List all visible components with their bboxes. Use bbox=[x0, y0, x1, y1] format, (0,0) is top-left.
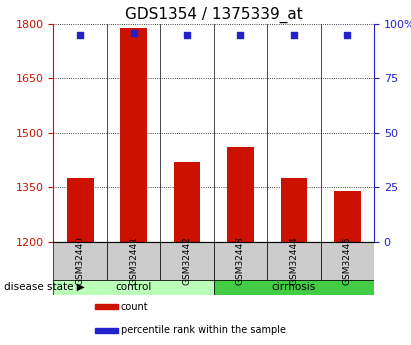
Point bbox=[184, 32, 190, 38]
Point bbox=[237, 32, 244, 38]
Text: GSM32440: GSM32440 bbox=[76, 236, 85, 285]
Bar bbox=[280, 178, 307, 242]
Bar bbox=[267, 241, 321, 280]
Bar bbox=[120, 28, 147, 242]
Bar bbox=[53, 280, 214, 295]
Point bbox=[291, 32, 297, 38]
Bar bbox=[67, 178, 94, 242]
Bar bbox=[174, 162, 201, 241]
Text: GSM32445: GSM32445 bbox=[343, 236, 352, 285]
Bar bbox=[214, 280, 374, 295]
Text: count: count bbox=[121, 302, 148, 312]
Bar bbox=[214, 241, 267, 280]
Text: disease state ▶: disease state ▶ bbox=[4, 282, 85, 292]
Bar bbox=[107, 241, 160, 280]
Text: percentile rank within the sample: percentile rank within the sample bbox=[121, 325, 286, 335]
Bar bbox=[334, 191, 361, 242]
Bar bbox=[227, 147, 254, 242]
Bar bbox=[95, 328, 118, 333]
Text: GSM32443: GSM32443 bbox=[236, 236, 245, 285]
Point bbox=[77, 32, 83, 38]
Text: GSM32441: GSM32441 bbox=[129, 236, 138, 285]
Point bbox=[130, 30, 137, 36]
Bar bbox=[160, 241, 214, 280]
Bar bbox=[321, 241, 374, 280]
Text: cirrhosis: cirrhosis bbox=[272, 282, 316, 292]
Point bbox=[344, 32, 351, 38]
Title: GDS1354 / 1375339_at: GDS1354 / 1375339_at bbox=[125, 7, 302, 23]
Text: control: control bbox=[115, 282, 152, 292]
Bar bbox=[53, 241, 107, 280]
Bar bbox=[95, 304, 118, 309]
Text: GSM32442: GSM32442 bbox=[182, 236, 192, 285]
Text: GSM32444: GSM32444 bbox=[289, 236, 298, 285]
